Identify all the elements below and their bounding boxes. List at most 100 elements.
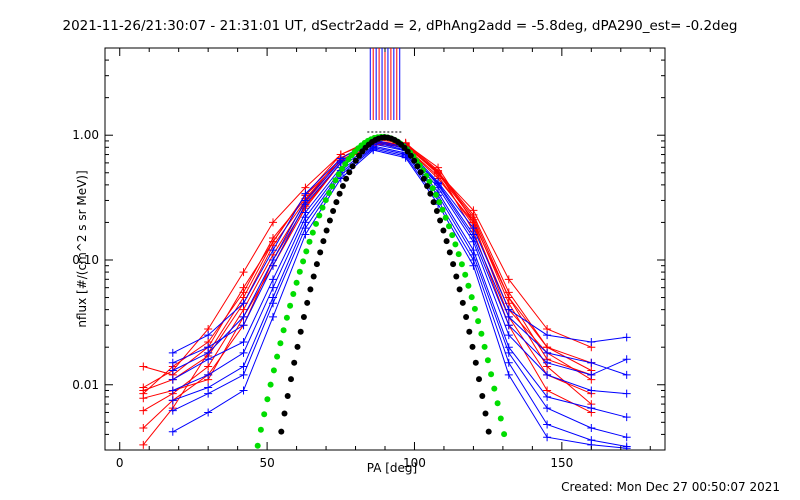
data-point-plus [301, 230, 310, 239]
data-point-plus [204, 348, 213, 357]
fit-dot [346, 169, 353, 176]
fit-dot [291, 359, 298, 366]
fit-dot [267, 381, 274, 388]
data-point-plus [401, 153, 410, 162]
series-blue-8 [168, 138, 631, 379]
fit-dot [429, 185, 436, 192]
fit-dot [316, 212, 323, 219]
data-point-plus [204, 331, 213, 340]
fit-dot [283, 314, 290, 321]
data-point-plus [369, 146, 378, 155]
fit-dot [468, 294, 475, 301]
fit-dot [352, 157, 359, 164]
data-point-plus [139, 424, 148, 433]
data-point-plus [204, 370, 213, 379]
fit-dot [332, 177, 339, 184]
data-point-plus [622, 413, 631, 422]
fit-dot [446, 249, 453, 256]
fit-dot [336, 190, 343, 197]
data-point-plus [543, 433, 552, 442]
data-point-plus [269, 218, 277, 227]
created-timestamp: Created: Mon Dec 27 00:50:07 2021 [561, 480, 780, 494]
fit-curve [278, 134, 492, 435]
fit-dot [330, 208, 337, 214]
data-point-plus [587, 386, 596, 395]
fit-dot [287, 302, 294, 309]
data-point-plus [269, 299, 277, 308]
data-point-plus [139, 389, 148, 398]
series-line [172, 148, 627, 447]
fit-dot [411, 157, 418, 164]
series-line [172, 143, 627, 395]
fit-dot [501, 431, 508, 438]
data-point-plus [239, 268, 248, 277]
data-point-plus [168, 348, 177, 357]
fit-dot [304, 299, 311, 306]
data-point-plus [543, 392, 552, 401]
data-point-plus [239, 321, 248, 330]
fit-dot [407, 152, 414, 159]
fit-dot [274, 353, 281, 360]
series-line [172, 140, 627, 376]
series-line [172, 146, 627, 438]
fit-dot [345, 156, 352, 163]
data-point-plus [504, 348, 513, 357]
fit-dot [261, 411, 268, 418]
peak-marker-layer [367, 48, 403, 133]
data-point-plus [139, 406, 148, 415]
fit-dot [306, 238, 313, 245]
data-point-plus [587, 404, 596, 413]
data-point-plus [587, 358, 596, 367]
series-red-6 [139, 137, 596, 449]
fit-dot [417, 169, 424, 176]
series-line [172, 149, 627, 449]
y-axis-label: nflux [#/(cm^2 s sr MeV)] [75, 170, 89, 327]
data-point-plus [622, 389, 631, 398]
series-blue-3 [168, 140, 631, 398]
fit-dot [322, 197, 329, 204]
series-line [142, 142, 592, 429]
fit-dot [456, 286, 463, 293]
data-point-plus [269, 234, 277, 243]
data-point-plus [168, 406, 177, 415]
fit-dot [254, 442, 261, 449]
data-point-plus [543, 331, 552, 340]
fit-dot [300, 314, 307, 320]
data-point-plus [587, 338, 596, 347]
series-blue-5 [168, 143, 631, 442]
fit-dot [424, 183, 431, 189]
fit-dot [436, 199, 443, 206]
fit-dot [320, 238, 327, 245]
fit-dot [449, 232, 456, 239]
fit-dot [313, 261, 320, 268]
fit-dot [307, 286, 314, 293]
fit-dot [497, 415, 504, 422]
data-point-plus [239, 288, 248, 297]
series-line [172, 141, 627, 376]
data-point-plus [239, 312, 248, 321]
fit-dot [264, 396, 271, 403]
fit-dot [404, 148, 411, 155]
y-tick-label: 1.00 [72, 128, 99, 142]
fit-dot [455, 251, 462, 258]
fit-dot [414, 163, 421, 170]
fit-dot [471, 305, 478, 312]
fit-dot [333, 199, 340, 206]
data-point-plus [434, 167, 443, 176]
fit-dot [472, 359, 479, 366]
fit-dot [466, 328, 473, 335]
data-point-plus [168, 375, 177, 384]
data-point-plus [504, 275, 513, 284]
x-tick-label: 150 [550, 456, 573, 470]
data-point-plus [168, 386, 177, 395]
fit-dot [465, 282, 472, 289]
fit-dot [494, 400, 501, 407]
data-point-plus [168, 396, 177, 405]
fit-dot [475, 318, 482, 325]
data-point-plus [269, 255, 277, 264]
data-point-plus [239, 386, 248, 395]
fit-dot [420, 175, 427, 182]
data-point-plus [269, 283, 277, 292]
data-point-plus [622, 444, 631, 450]
fit-dot [303, 248, 310, 255]
